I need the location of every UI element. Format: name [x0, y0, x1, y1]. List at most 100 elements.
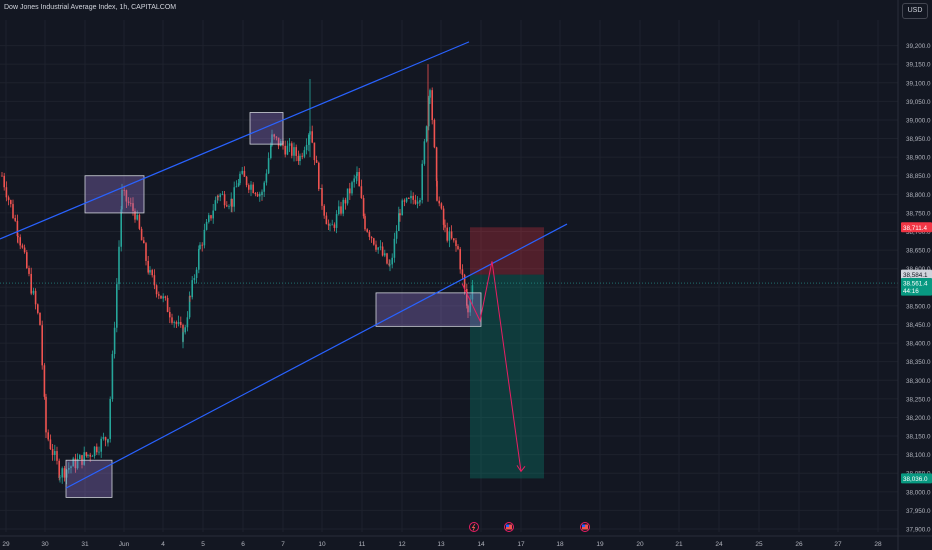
x-tick-label: 21 — [675, 541, 683, 548]
candle-body — [419, 199, 421, 202]
candle-body — [214, 200, 217, 211]
candle-body — [132, 203, 134, 211]
candle-body — [153, 275, 156, 286]
channel-lower-line[interactable] — [65, 223, 568, 489]
candle-body — [74, 458, 77, 469]
candle-body — [459, 249, 461, 270]
price-label-box — [901, 278, 932, 289]
candle-body — [433, 119, 436, 148]
candle-body — [17, 236, 19, 238]
candle-body — [151, 270, 153, 276]
candle-body — [446, 227, 448, 241]
y-tick-label: 38,200.0 — [906, 415, 931, 422]
supply-demand-zone[interactable] — [65, 459, 113, 498]
x-tick-label: 30 — [41, 541, 49, 548]
candle-body — [379, 246, 382, 248]
candle-body — [34, 290, 37, 305]
candle-body — [19, 237, 21, 246]
candle-body — [175, 322, 178, 324]
candle-body — [303, 150, 306, 157]
candle-body — [323, 205, 325, 216]
candle-body — [370, 236, 373, 239]
x-tick-label: 25 — [755, 541, 763, 548]
flash-event-icon[interactable] — [469, 522, 479, 532]
candle-body — [68, 468, 70, 470]
candle-body — [293, 147, 295, 156]
candle-body — [130, 202, 132, 204]
x-tick-label: 20 — [636, 541, 644, 548]
candle-body — [391, 257, 393, 265]
stop-loss-zone[interactable] — [470, 227, 544, 275]
candle-body — [277, 137, 280, 147]
candle-body — [346, 188, 349, 204]
candle-body — [431, 90, 433, 120]
candle-body — [208, 215, 210, 222]
y-tick-label: 38,950.0 — [906, 136, 931, 143]
candle-body — [118, 246, 120, 285]
us-flag-event-icon[interactable] — [580, 522, 590, 532]
candle-body — [375, 244, 377, 250]
candle-body — [393, 238, 396, 258]
candle-body — [340, 206, 342, 214]
candle-body — [315, 160, 318, 163]
candle-body — [399, 213, 401, 216]
x-tick-label: 6 — [241, 541, 245, 548]
candle-body — [10, 200, 12, 205]
candle-body — [111, 354, 114, 399]
candle-body — [256, 194, 259, 197]
candle-body — [366, 229, 368, 232]
candle-body — [26, 252, 28, 269]
candle-body — [83, 452, 85, 465]
candle-body — [155, 285, 158, 295]
supply-demand-zone[interactable] — [375, 292, 482, 327]
y-tick-label: 37,950.0 — [906, 508, 931, 515]
y-tick-label: 38,750.0 — [906, 210, 931, 217]
candle-body — [254, 193, 257, 195]
candle-body — [395, 230, 398, 239]
supply-demand-zone[interactable] — [84, 175, 145, 214]
candle-body — [313, 142, 316, 161]
candle-body — [14, 218, 16, 221]
channel-upper-line[interactable] — [0, 41, 470, 240]
candle-body — [344, 199, 347, 204]
x-tick-label: 26 — [795, 541, 803, 548]
candle-body — [37, 304, 39, 313]
candle-body — [469, 299, 471, 313]
candle-body — [182, 332, 184, 342]
us-flag-event-icon[interactable] — [504, 522, 514, 532]
candle-body — [327, 224, 330, 226]
x-tick-label: 13 — [437, 541, 445, 548]
price-label-box — [901, 285, 932, 296]
supply-demand-zone[interactable] — [249, 112, 284, 145]
candle-body — [47, 432, 49, 440]
x-tick-label: 10 — [318, 541, 326, 548]
candle-body — [41, 325, 43, 366]
candle-body — [164, 296, 167, 298]
candle-body — [333, 224, 336, 228]
candle-body — [201, 244, 203, 246]
candle-body — [325, 215, 328, 225]
candle-body — [436, 180, 438, 201]
candle-body — [116, 284, 118, 328]
candle-body — [195, 269, 198, 278]
x-tick-label: 18 — [556, 541, 564, 548]
time-axis: 29 30 31 Jun 4 5 6 7 10 11 12 13 14 17 18 19 20 21 24 25 26 2… — [0, 535, 932, 548]
currency-button[interactable]: USD — [902, 3, 928, 19]
candle-body — [245, 176, 248, 186]
candle-body — [239, 173, 241, 184]
candle-body — [318, 162, 320, 190]
candle-body — [401, 200, 403, 216]
candle-body — [160, 295, 162, 299]
candle-body — [205, 221, 208, 230]
candle-body — [252, 184, 254, 194]
candle-body — [368, 231, 371, 237]
projection-path[interactable] — [461, 261, 522, 472]
candle-body — [61, 468, 63, 478]
candle-body — [259, 193, 261, 197]
candle-body — [23, 247, 26, 253]
candle-body — [65, 469, 68, 478]
candle-body — [377, 247, 379, 250]
y-tick-label: 38,000.0 — [906, 489, 931, 496]
candle-body — [32, 290, 35, 294]
